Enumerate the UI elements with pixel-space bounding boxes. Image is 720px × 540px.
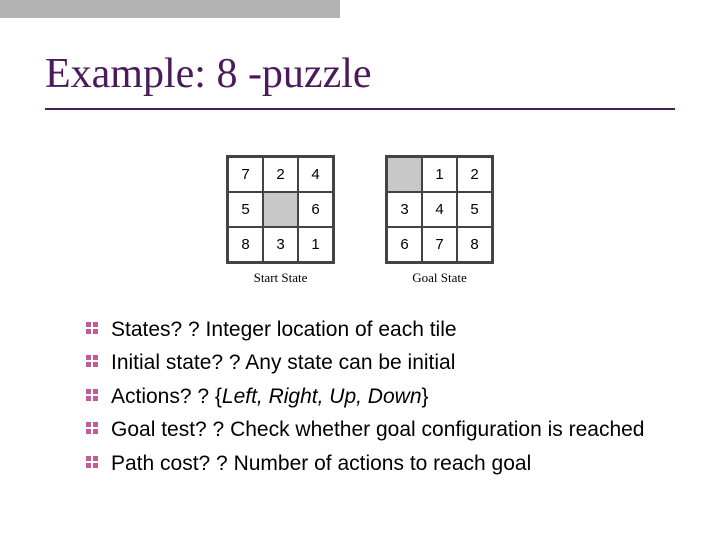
bullet-list: States? ? Integer location of each tile I… (85, 315, 670, 482)
bullet-icon (85, 454, 99, 468)
list-item: Actions? ? {Left, Right, Up, Down} (85, 382, 670, 411)
puzzle-cell: 3 (387, 192, 422, 227)
puzzle-cell: 5 (457, 192, 492, 227)
list-item: Path cost? ? Number of actions to reach … (85, 449, 670, 478)
puzzle-cell: 1 (298, 227, 333, 262)
puzzle-cell: 4 (298, 157, 333, 192)
puzzle-cell: 8 (228, 227, 263, 262)
list-item: Initial state? ? Any state can be initia… (85, 348, 670, 377)
goal-state-label: Goal State (412, 270, 467, 286)
goal-state-grid: 12345678 (385, 155, 494, 264)
puzzle-figures: 72456831 Start State 12345678 Goal State (0, 155, 720, 286)
puzzle-cell: 2 (457, 157, 492, 192)
slide-title: Example: 8 -puzzle (45, 50, 372, 98)
bullet-text: Actions? ? {Left, Right, Up, Down} (111, 382, 429, 411)
puzzle-cell: 4 (422, 192, 457, 227)
start-state-grid: 72456831 (226, 155, 335, 264)
puzzle-cell: 7 (228, 157, 263, 192)
puzzle-cell: 6 (298, 192, 333, 227)
top-accent-bar (0, 0, 340, 18)
puzzle-cell: 1 (422, 157, 457, 192)
bullet-icon (85, 353, 99, 367)
puzzle-cell: 5 (228, 192, 263, 227)
bullet-icon (85, 320, 99, 334)
bullet-icon (85, 420, 99, 434)
bullet-text: Initial state? ? Any state can be initia… (111, 348, 455, 377)
puzzle-cell: 6 (387, 227, 422, 262)
start-state-label: Start State (254, 270, 308, 286)
bullet-text: Path cost? ? Number of actions to reach … (111, 449, 531, 478)
title-underline (45, 108, 675, 110)
bullet-icon (85, 387, 99, 401)
goal-state-block: 12345678 Goal State (385, 155, 494, 286)
list-item: States? ? Integer location of each tile (85, 315, 670, 344)
puzzle-cell: 3 (263, 227, 298, 262)
puzzle-cell (263, 192, 298, 227)
puzzle-cell: 2 (263, 157, 298, 192)
list-item: Goal test? ? Check whether goal configur… (85, 415, 670, 444)
bullet-text: Goal test? ? Check whether goal configur… (111, 415, 644, 444)
start-state-block: 72456831 Start State (226, 155, 335, 286)
puzzle-cell: 7 (422, 227, 457, 262)
puzzle-cell: 8 (457, 227, 492, 262)
bullet-text: States? ? Integer location of each tile (111, 315, 457, 344)
puzzle-cell (387, 157, 422, 192)
